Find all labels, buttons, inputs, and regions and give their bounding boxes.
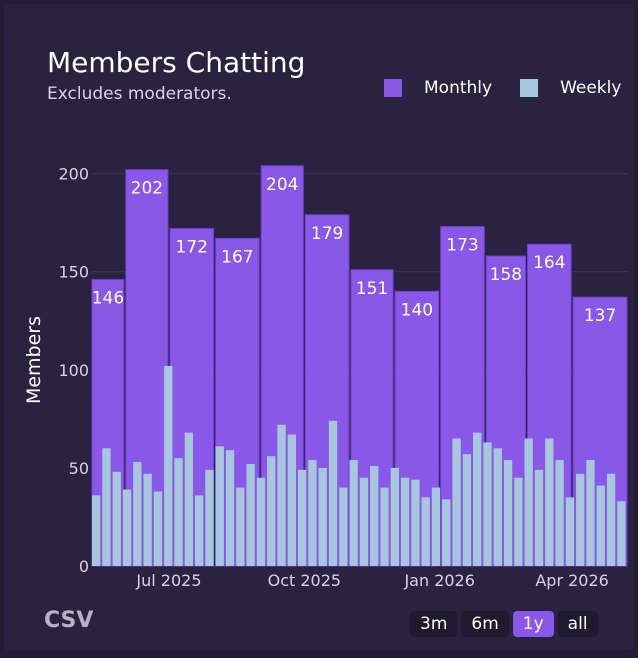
bar-weekly [596,485,605,566]
bar-weekly [483,442,492,566]
bar-weekly [102,448,111,566]
legend-swatch-monthly [384,79,402,97]
range-1y-button[interactable]: 1y [512,611,554,637]
data-label-monthly: 173 [446,236,478,256]
range-6m-button[interactable]: 6m [461,611,509,637]
bar-weekly [92,495,101,566]
bar-weekly [143,473,152,566]
bar-weekly [308,460,317,566]
chart-subtitle: Excludes moderators. [47,84,232,104]
bar-weekly [565,497,575,566]
chart-card: Members Chatting Excludes moderators. Mo… [4,4,634,650]
bar-weekly [112,471,121,566]
data-label-monthly: 179 [311,224,343,244]
bar-weekly [297,469,307,566]
y-tick-label: 100 [58,361,89,380]
legend-label-weekly: Weekly [560,78,622,98]
data-label-monthly: 202 [131,179,163,199]
bar-weekly [153,491,163,566]
range-selector: 3m 6m 1y all [410,611,598,637]
y-axis-label: Members [23,316,45,404]
legend-item-weekly[interactable]: Weekly [520,78,634,98]
data-label-monthly: 204 [266,175,298,195]
x-tick-label: Jan 2026 [403,571,474,590]
y-tick-label: 200 [58,165,89,184]
bar-weekly [349,460,358,566]
legend-label-monthly: Monthly [424,78,493,98]
bar-weekly [256,477,266,566]
bar-weekly [359,477,369,566]
bar-weekly [431,487,441,566]
bar-weekly [339,487,348,566]
y-tick-label: 150 [58,263,89,282]
y-tick-label: 0 [79,557,89,576]
bar-weekly [246,463,255,566]
bar-weekly [452,438,461,566]
bar-weekly [442,499,451,566]
bar-weekly [555,460,564,566]
bar-weekly [277,424,286,566]
range-all-button[interactable]: all [557,611,598,637]
bar-weekly [164,365,173,566]
bar-weekly [225,450,235,566]
bar-weekly [390,467,399,566]
bar-weekly [205,469,214,566]
bar-weekly [493,448,502,566]
x-tick-label: Oct 2025 [268,571,341,590]
bar-weekly [503,460,513,566]
bar-weekly [462,454,472,566]
bar-weekly [473,432,482,566]
bar-weekly [133,462,142,566]
legend-item-monthly[interactable]: Monthly [384,78,520,98]
bar-weekly [421,497,430,566]
x-tick-label: Jul 2025 [135,571,201,590]
bar-weekly [122,489,132,566]
data-label-monthly: 137 [584,306,616,326]
bar-weekly [380,487,389,566]
bar-weekly [400,477,410,566]
range-3m-button[interactable]: 3m [410,611,458,637]
bar-weekly [545,438,554,566]
bar-weekly [514,477,523,566]
data-label-monthly: 167 [221,247,253,267]
bar-weekly [576,473,585,566]
y-tick-label: 50 [69,459,89,478]
bar-weekly [411,479,420,566]
data-label-monthly: 164 [533,253,565,273]
bar-weekly [287,434,296,566]
bar-weekly [534,469,544,566]
data-label-monthly: 146 [92,289,124,309]
legend-swatch-weekly [520,79,539,97]
bar-weekly [370,465,379,566]
bar-weekly [328,420,338,566]
data-label-monthly: 151 [356,279,388,299]
bar-weekly [184,432,193,566]
data-label-monthly: 140 [401,300,433,320]
bar-weekly [524,438,533,566]
legend: Monthly Weekly [384,78,634,98]
bar-weekly [215,446,224,566]
bar-weekly [586,460,595,566]
bar-weekly [318,467,327,566]
bar-weekly [267,456,276,566]
data-label-monthly: 172 [176,238,208,258]
bar-weekly [174,458,183,566]
csv-download-button[interactable]: CSV [44,608,94,633]
bar-weekly [194,495,204,566]
data-label-monthly: 158 [490,265,522,285]
bar-weekly [606,473,616,566]
bar-weekly [236,487,245,566]
chart-title: Members Chatting [47,46,306,79]
bar-chart: 0 50 100 150 200 Members 146 202 172 167 204 179 151… [23,165,628,590]
bar-weekly [617,501,626,566]
x-tick-label: Apr 2026 [535,571,608,590]
